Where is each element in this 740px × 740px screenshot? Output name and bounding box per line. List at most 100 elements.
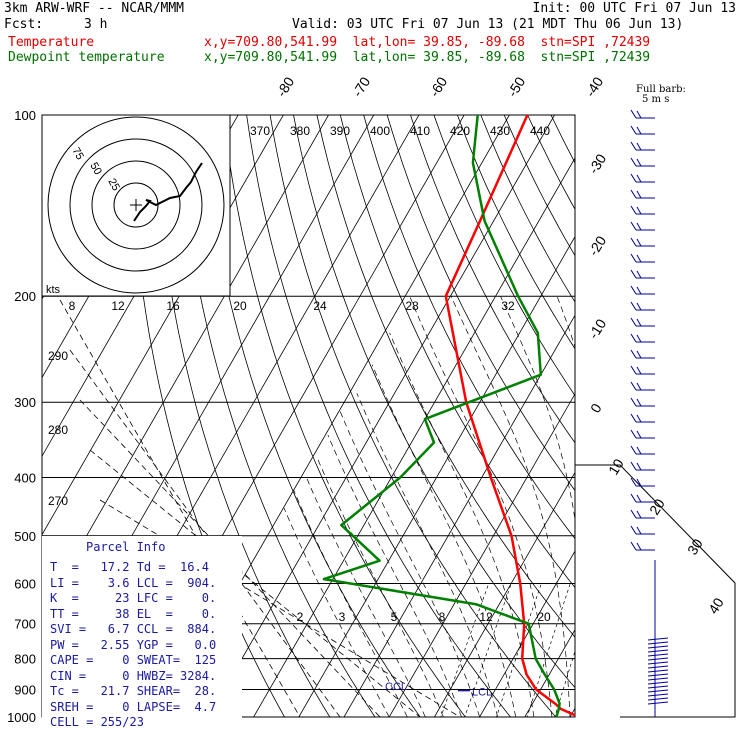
dry-adiabat-line bbox=[645, 115, 740, 730]
isotherm-line bbox=[698, 87, 740, 729]
dry-adiabat-line bbox=[457, 115, 575, 350]
dry-adiabat-line bbox=[574, 115, 575, 118]
barb-panel-outline bbox=[575, 464, 736, 718]
dry-adiabat-label: 420 bbox=[450, 124, 470, 138]
dry-adiabat-label: 390 bbox=[330, 124, 350, 138]
isotherm-line bbox=[479, 550, 575, 717]
wind-barb bbox=[647, 657, 669, 661]
wind-barb-flag bbox=[636, 414, 642, 423]
dewpoint-legend: Dewpoint temperature bbox=[8, 50, 165, 65]
wind-barb-flag bbox=[636, 430, 642, 439]
mixing-ratio-line bbox=[526, 583, 571, 717]
parcel-info-box bbox=[42, 536, 242, 718]
isotherm-line bbox=[42, 115, 330, 615]
pressure-label: 500 bbox=[14, 529, 36, 544]
isotherm-label: -20 bbox=[585, 233, 609, 259]
wind-barb-flag bbox=[636, 206, 642, 215]
dry-adiabat-line bbox=[598, 115, 740, 730]
model-title: 3km ARW-WRF -- NCAR/MMM bbox=[4, 1, 185, 16]
pressure-label: 100 bbox=[14, 108, 36, 123]
dry-adiabat-line bbox=[480, 115, 575, 303]
isotherm-line bbox=[608, 87, 740, 729]
wind-barb-flag bbox=[636, 334, 642, 343]
wind-barb-flag bbox=[630, 445, 637, 455]
barb-legend-line1: Full barb: bbox=[636, 84, 686, 95]
wind-barb-flag bbox=[630, 397, 637, 407]
wind-barb-flag bbox=[636, 302, 642, 311]
wind-barb bbox=[647, 665, 669, 669]
isotherm-label: 30 bbox=[684, 536, 706, 558]
wind-barb bbox=[647, 673, 669, 677]
dry-adiabat-line bbox=[668, 115, 740, 730]
dry-adiabat-line bbox=[503, 115, 575, 257]
wind-barb-flag bbox=[630, 317, 637, 327]
wind-barb-flag bbox=[630, 237, 637, 247]
parcel-info-row: CELL = 255/23 bbox=[50, 715, 144, 729]
wind-barb-flag bbox=[630, 461, 637, 471]
dry-adiabat-line bbox=[527, 115, 575, 210]
isotherm-label: -30 bbox=[585, 151, 609, 177]
wind-barbs bbox=[575, 109, 736, 718]
wind-barb-flag bbox=[636, 462, 642, 471]
wind-barb-flag bbox=[636, 254, 642, 263]
wind-barb-flag bbox=[636, 398, 642, 407]
isotherm-line bbox=[343, 314, 575, 717]
valid-time: Valid: 03 UTC Fri 07 Jun 13 (21 MDT Thu … bbox=[292, 17, 684, 32]
pressure-label: 1000 bbox=[7, 710, 36, 725]
parcel-info-title: Parcel Info bbox=[86, 540, 166, 554]
wind-barb-flag bbox=[630, 109, 637, 119]
hodograph-ring-label: 75 bbox=[69, 146, 86, 163]
wind-barb-flag bbox=[636, 286, 642, 295]
wind-barb-flag bbox=[630, 365, 637, 375]
isotherm-label: -10 bbox=[585, 316, 609, 342]
wind-barb-flag bbox=[630, 413, 637, 423]
isotherm-line bbox=[388, 393, 575, 717]
isotherm-label: 0 bbox=[587, 400, 605, 415]
hodograph-ring bbox=[69, 138, 203, 272]
temperature-location: x,y=709.80,541.99 lat,lon= 39.85, -89.68… bbox=[204, 35, 651, 50]
isotherm-line bbox=[653, 87, 740, 729]
wind-barb-flag bbox=[630, 333, 637, 343]
parcel-info-row: SREH = 0 LAPSE= 4.7 bbox=[50, 699, 217, 714]
dry-adiabat-label: 270 bbox=[48, 494, 68, 508]
isotherm-line bbox=[42, 115, 284, 536]
pressure-label: 200 bbox=[14, 289, 36, 304]
wind-barb-flag bbox=[630, 477, 637, 487]
wind-barb-flag bbox=[630, 253, 637, 263]
wind-barb-flag bbox=[630, 509, 637, 519]
wind-barb bbox=[647, 669, 669, 673]
wind-barb-flag bbox=[630, 125, 637, 135]
isotherm-line bbox=[524, 628, 575, 717]
dry-adiabat-label: 430 bbox=[490, 124, 510, 138]
mixing-ratio-label: 2 bbox=[297, 610, 304, 624]
wind-barb-flag bbox=[636, 270, 642, 279]
wind-barb-flag bbox=[630, 173, 637, 183]
mixing-ratio-label: 20 bbox=[233, 299, 247, 313]
dry-adiabat-line bbox=[222, 115, 466, 717]
dry-adiabat-label: 280 bbox=[48, 423, 68, 437]
diagram-extras: LCL CCL bbox=[385, 681, 492, 699]
wind-barb-flag bbox=[630, 301, 637, 311]
mixing-ratio-label: 8 bbox=[439, 610, 446, 624]
isotherm-label: -70 bbox=[349, 74, 373, 100]
isotherm-label: -50 bbox=[504, 74, 528, 100]
dry-adiabat-line bbox=[363, 115, 575, 540]
wind-barb-flag bbox=[636, 318, 642, 327]
wind-barb-flag bbox=[636, 366, 642, 375]
dry-adiabat-line bbox=[316, 115, 575, 638]
pressure-label: 800 bbox=[14, 652, 36, 667]
dry-adiabat-line bbox=[176, 115, 376, 717]
mixing-ratio-label: 16 bbox=[166, 299, 180, 313]
moist-adiabat-line bbox=[356, 393, 499, 717]
hodograph-ring bbox=[91, 160, 181, 250]
wind-barb-flag bbox=[636, 382, 642, 391]
isotherm-line bbox=[207, 115, 556, 717]
moist-adiabat-line bbox=[389, 332, 535, 717]
wind-barb-flag bbox=[636, 478, 642, 487]
isotherm-label: 40 bbox=[705, 595, 727, 617]
dry-adiabat-line bbox=[269, 115, 557, 717]
wind-barb-flag bbox=[630, 269, 637, 279]
wind-barb-flag bbox=[630, 429, 637, 439]
wind-barb-flag bbox=[630, 541, 637, 551]
mixing-ratio-label: 32 bbox=[501, 299, 515, 313]
